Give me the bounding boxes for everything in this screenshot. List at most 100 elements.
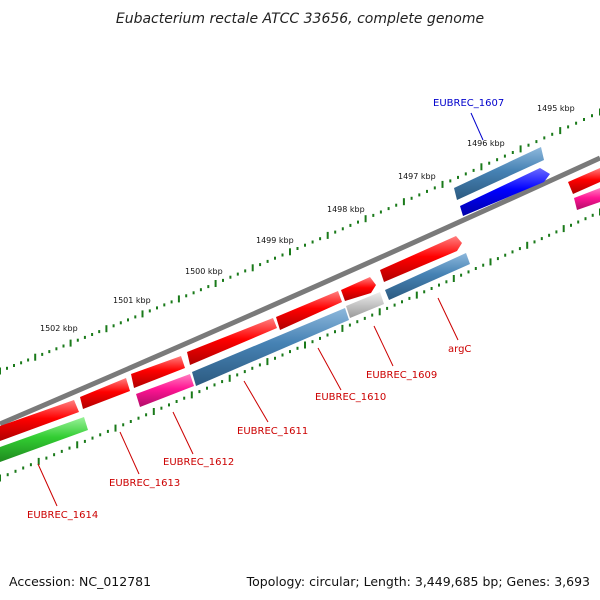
scale-tick-inner-major [452,275,455,282]
scale-tick-outer-major [441,180,444,188]
scale-tick-outer-major [177,295,180,303]
scale-tick-outer-minor [55,347,58,351]
scale-tick-outer-major [141,310,144,318]
gene-eubrec-1614-forward [0,400,79,441]
gene-label-eubrec-1612: EUBREC_1612 [163,457,234,468]
scale-tick-outer-minor [410,196,413,200]
scale-tick-outer-minor [464,172,467,176]
scale-tick-outer-minor [281,253,284,257]
scale-tick-outer-major [402,198,405,206]
scale-tick-inner-minor [591,213,594,217]
scale-tick-inner-minor [91,436,94,440]
genome-backbone [0,155,600,427]
scale-tick-inner-minor [243,370,246,374]
scale-tick-outer-major [559,127,562,135]
scale-tick-outer-minor [236,272,239,276]
scale-tick-outer-major [364,215,367,223]
tick-label-1499: 1499 kbp [256,236,294,245]
scale-tick-inner-minor [518,247,521,251]
scale-tick-inner-minor [393,303,396,307]
gene-edge-pink [574,188,600,210]
tick-label-1500: 1500 kbp [185,267,223,276]
scale-tick-outer-minor [567,125,570,129]
scale-tick-inner-minor [296,346,299,350]
scale-tick-inner-minor [206,386,208,390]
scale-tick-inner-minor [60,449,63,453]
scale-tick-inner-minor [168,403,170,407]
gene-label-eubrec-1610: EUBREC_1610 [315,392,386,403]
scale-tick-inner-major [37,457,40,465]
scale-tick-outer-minor [543,136,546,140]
scale-tick-outer-minor [6,366,8,370]
scale-tick-outer-major [480,163,483,171]
scale-tick-outer-minor [319,237,322,241]
scale-tick-inner-major [304,341,306,349]
gene-eubrec-1610 [192,308,349,386]
scale-tick-inner-minor [175,400,178,403]
scale-tick-inner-minor [460,273,463,277]
scale-tick-outer-minor [207,285,210,289]
connector-eubrec-1607 [470,112,484,141]
scale-tick-inner-minor [129,420,132,423]
gene-label-eubrec-1611: EUBREC_1611 [237,426,308,437]
scale-tick-outer-minor [591,114,593,118]
gene-eubrec-1609-forward [341,277,376,301]
scale-tick-inner-minor [445,280,448,284]
scale-tick-outer-minor [418,193,421,197]
scale-tick-outer-minor [334,230,337,234]
gene-label-eubrec-1613: EUBREC_1613 [109,478,180,489]
scale-tick-outer-minor [266,259,269,263]
scale-tick-outer-minor [20,361,23,365]
scale-tick-inner-minor [438,283,440,287]
scale-tick-outer-minor [311,240,314,244]
scale-tick-outer-minor [13,364,15,367]
scale-tick-inner-major [190,391,193,399]
scale-tick-inner-major [378,308,381,316]
scale-ticks-inner [0,208,600,482]
scale-tick-inner-minor [198,390,201,394]
scale-tick-outer-minor [148,309,151,313]
connector-eubrec-1613 [119,431,140,475]
connector-eubrec-1611 [243,380,269,423]
gene-argc-forward [380,236,462,282]
scale-tick-inner-minor [577,220,580,224]
scale-tick-outer-minor [156,306,158,310]
scale-tick-inner-minor [183,396,186,400]
scale-tick-inner-minor [540,237,543,241]
scale-tick-outer-minor [426,189,428,193]
scale-tick-inner-minor [83,439,86,443]
scale-tick-outer-major [34,353,37,361]
scale-tick-outer-minor [27,358,30,362]
gene-eubrec-1607-steel [454,147,544,200]
scale-tick-inner-minor [570,223,572,227]
scale-tick-inner-minor [45,456,48,460]
scale-tick-outer-minor [112,324,115,328]
tick-label-1498: 1498 kbp [327,205,365,214]
scale-tick-outer-minor [372,213,375,217]
scale-tick-outer-minor [449,179,452,183]
scale-tick-outer-minor [349,223,352,227]
scale-tick-inner-minor [236,373,239,377]
tick-label-1502: 1502 kbp [40,324,78,333]
scale-tick-inner-major [0,474,1,482]
scale-tick-inner-minor [311,340,314,344]
scale-tick-inner-minor [221,380,224,384]
scale-tick-inner-minor [356,320,359,324]
scale-tick-outer-minor [503,154,506,158]
scale-tick-outer-minor [170,300,173,304]
gene-eubrec-1609 [346,292,384,318]
connector-argc [437,297,459,341]
scale-tick-outer-minor [379,210,382,214]
scale-tick-inner-minor [482,263,485,267]
scale-tick-outer-minor [274,256,276,260]
gene-edge-red [568,168,600,194]
scale-tick-outer-minor [98,330,101,334]
scale-tick-inner-minor [584,217,587,221]
gene-label-eubrec-1607: EUBREC_1607 [433,98,504,109]
scale-tick-inner-major [341,324,344,332]
scale-tick-inner-minor [348,323,351,327]
scale-tick-outer-minor [229,275,232,279]
scale-tick-outer-minor [259,263,262,267]
tick-label-1495: 1495 kbp [537,104,575,113]
